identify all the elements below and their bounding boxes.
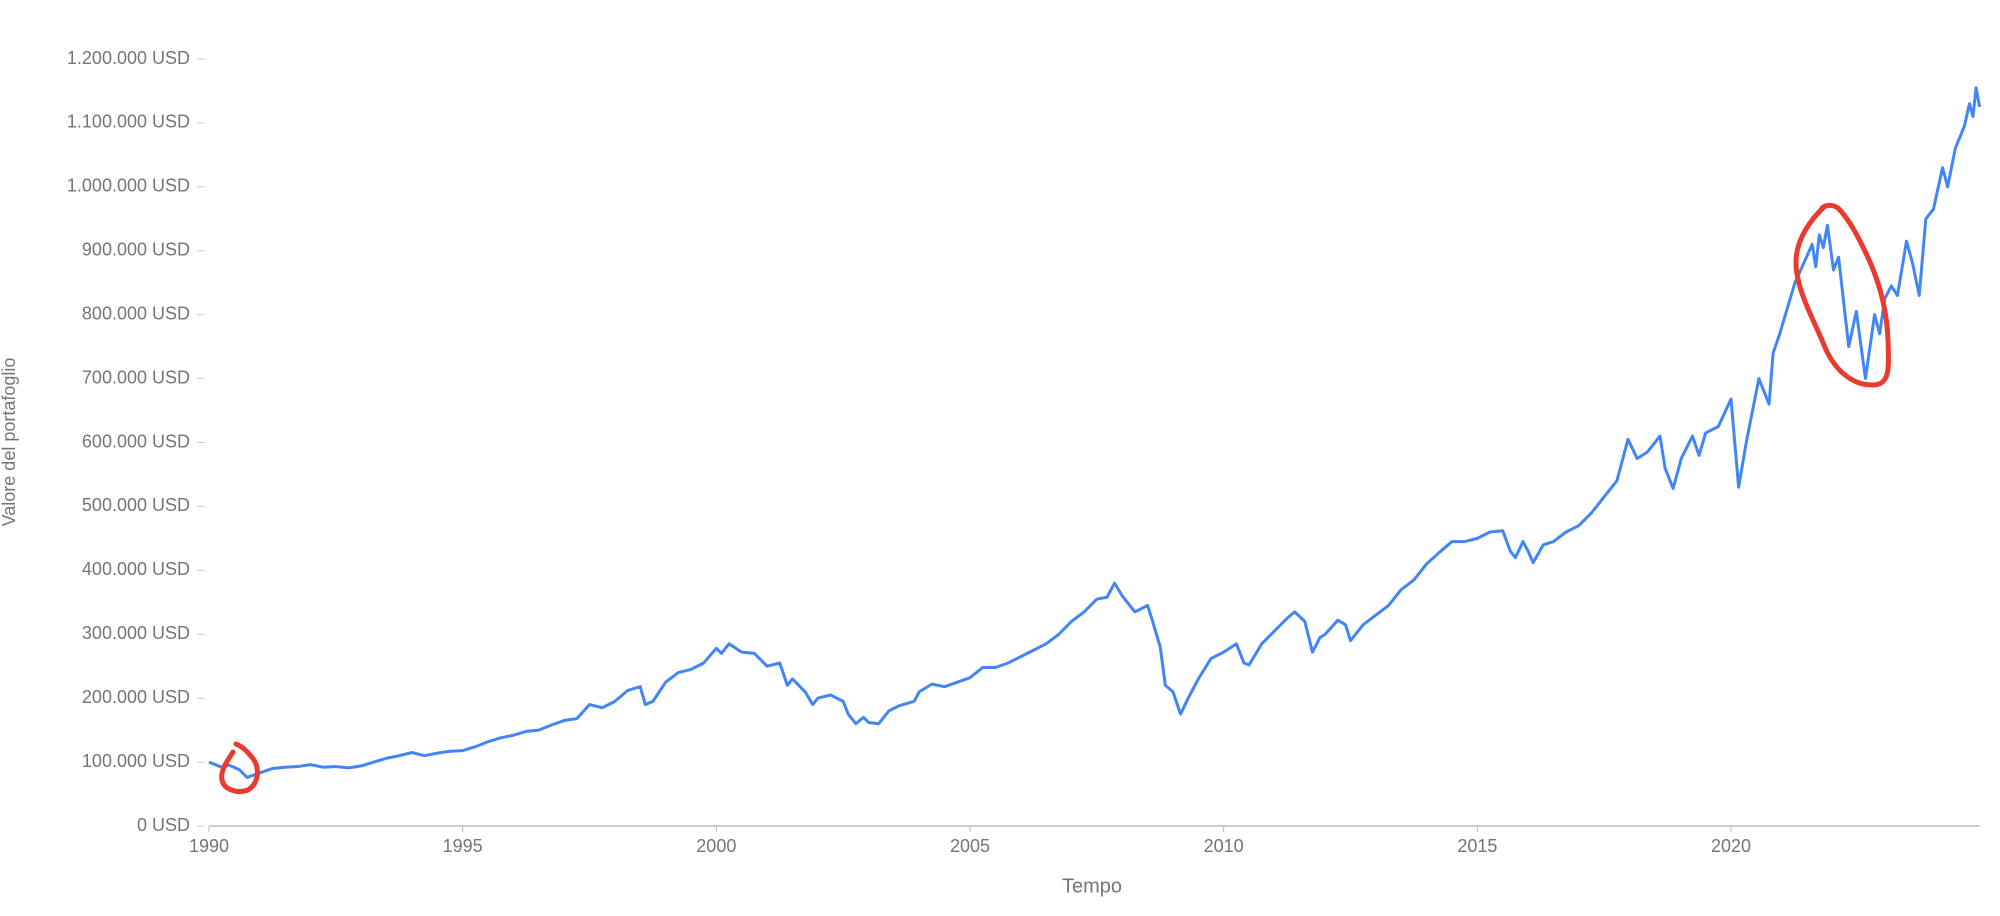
y-tick-label: 500.000 USD bbox=[82, 495, 190, 515]
y-tick-label: 700.000 USD bbox=[82, 367, 190, 387]
line-series bbox=[208, 86, 1982, 779]
x-tick-label: 1995 bbox=[443, 836, 483, 856]
y-tick-label: 100.000 USD bbox=[82, 751, 190, 771]
x-tick-label: 2005 bbox=[950, 836, 990, 856]
y-tick-label: 600.000 USD bbox=[82, 431, 190, 451]
y-tick-label: 900.000 USD bbox=[82, 240, 190, 260]
y-tick-label: 1.200.000 USD bbox=[67, 48, 190, 68]
y-tick-label: 0 USD bbox=[137, 815, 190, 835]
y-tick-label: 800.000 USD bbox=[82, 303, 190, 323]
x-tick-label: 1990 bbox=[189, 836, 229, 856]
y-tick-label: 1.000.000 USD bbox=[67, 176, 190, 196]
x-tick-label: 2010 bbox=[1204, 836, 1244, 856]
x-tick-label: 2015 bbox=[1457, 836, 1497, 856]
y-axis-label: Valore del portafoglio bbox=[0, 358, 19, 527]
x-tick-label: 2020 bbox=[1711, 836, 1751, 856]
highlight-circle bbox=[1793, 202, 1891, 388]
y-tick-label: 400.000 USD bbox=[82, 559, 190, 579]
highlight-circle bbox=[219, 741, 260, 795]
y-tick-label: 200.000 USD bbox=[82, 687, 190, 707]
y-tick-label: 1.100.000 USD bbox=[67, 112, 190, 132]
x-axis-label: Tempo bbox=[1062, 875, 1122, 897]
x-tick-label: 2000 bbox=[696, 836, 736, 856]
y-tick-label: 300.000 USD bbox=[82, 623, 190, 643]
